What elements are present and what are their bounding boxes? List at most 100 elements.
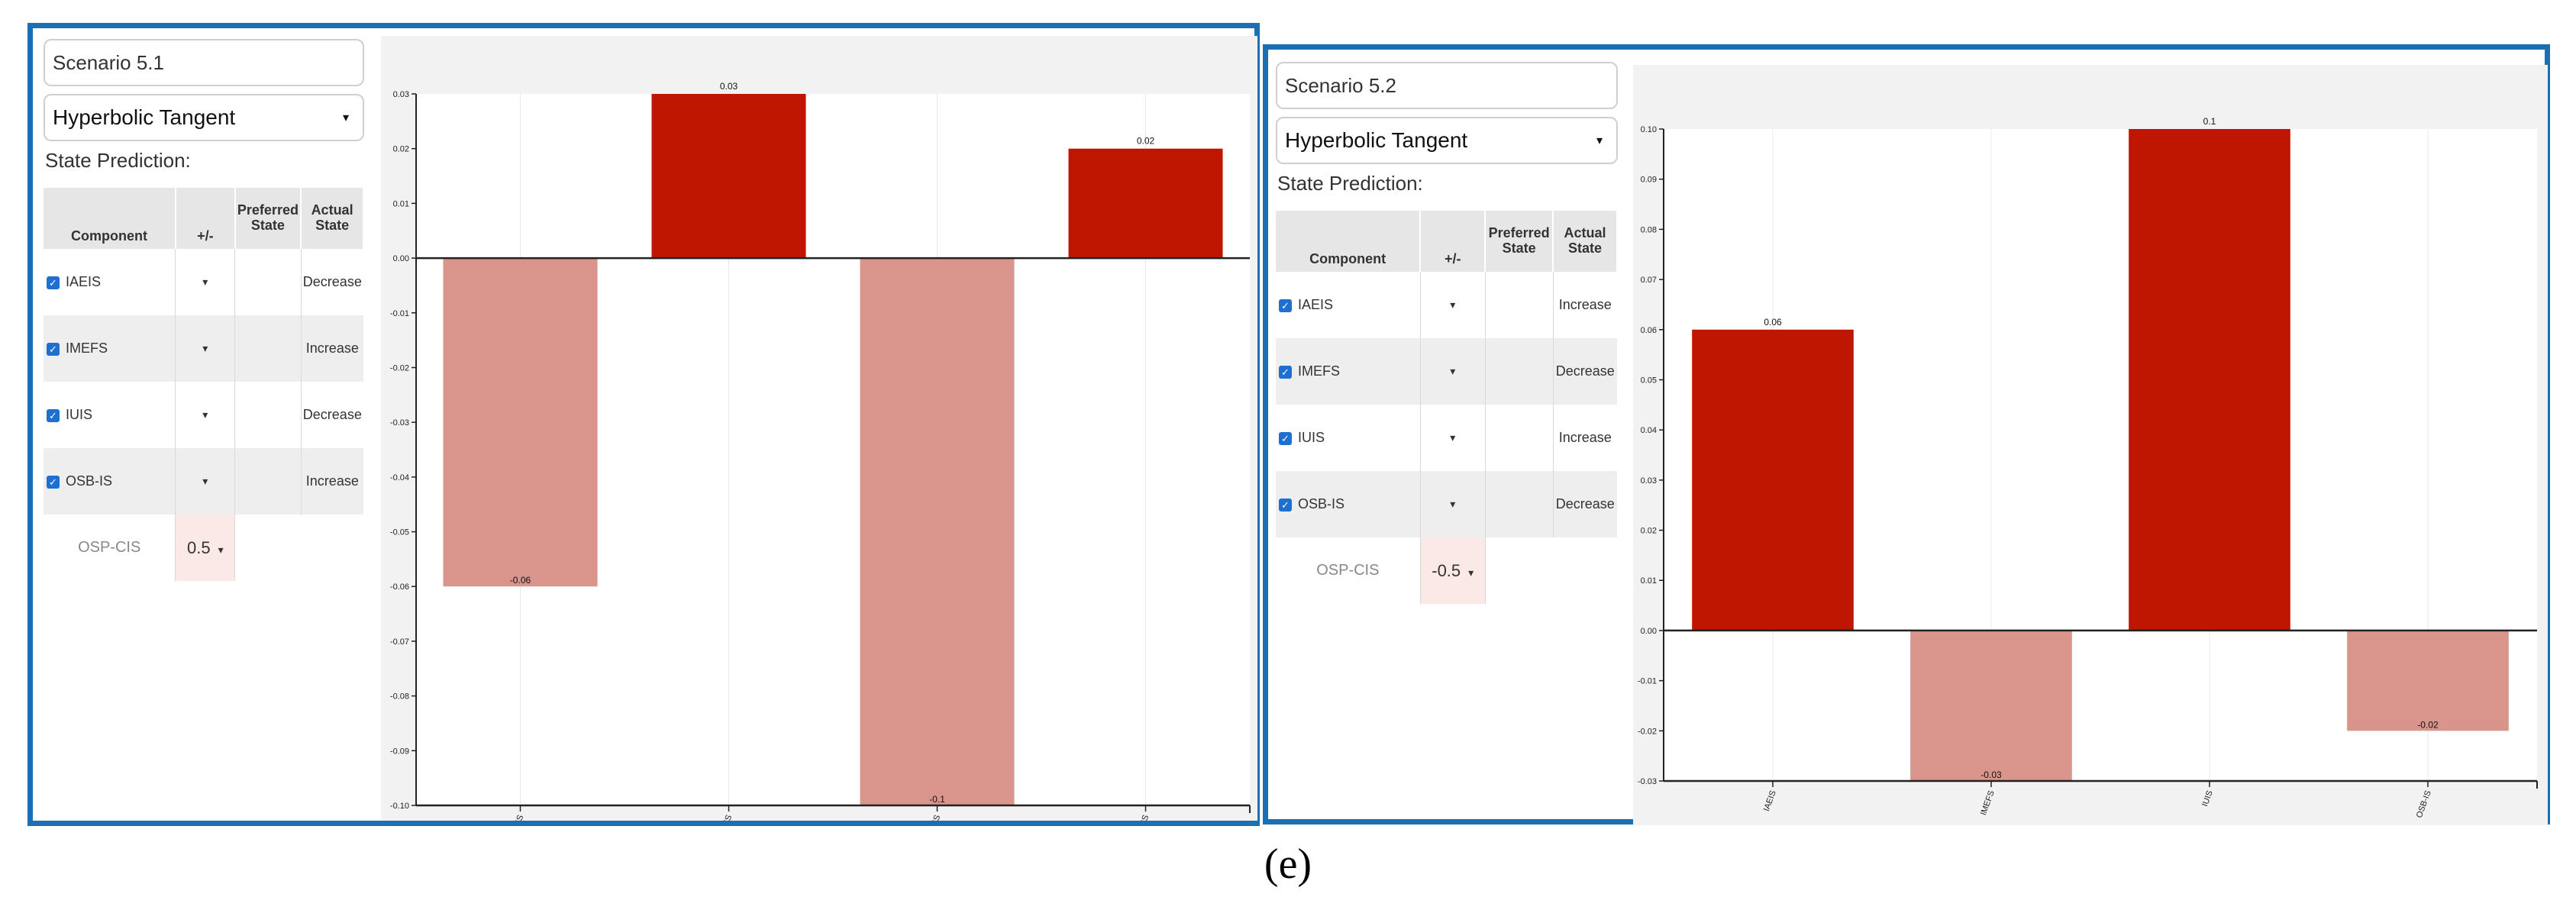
x-tick-label: OSB-IS — [1132, 814, 1151, 821]
column-header-component: Component — [1276, 211, 1422, 272]
state-prediction-table: Component +/- Preferred State Actual State… — [1276, 211, 1618, 604]
data-label: 0.1 — [2203, 116, 2216, 127]
control-sidebar: Scenario 5.2 Hyperbolic Tangent ▾ State … — [1276, 62, 1618, 604]
y-tick-label: 0.00 — [393, 254, 409, 263]
output-component-label: OSP-CIS — [1316, 562, 1380, 579]
checkbox-checked-icon[interactable]: ✓ — [47, 408, 60, 422]
y-tick-label: 0.06 — [1641, 326, 1657, 335]
activation-function-select[interactable]: Hyperbolic Tangent ▾ — [1276, 117, 1618, 164]
preferred-state-cell — [234, 382, 302, 448]
table-row: ✓ IAEIS ▾ Increase — [1276, 272, 1617, 338]
y-tick-label: -0.05 — [390, 528, 409, 537]
scenario-name-input[interactable]: Scenario 5.2 — [1276, 62, 1618, 109]
x-tick-label: IAEIS — [1762, 789, 1778, 813]
x-tick-label: IUIS — [928, 814, 943, 821]
checkbox-checked-icon[interactable]: ✓ — [1279, 498, 1292, 511]
activation-function-select[interactable]: Hyperbolic Tangent ▾ — [44, 94, 364, 141]
chevron-down-icon: ▾ — [1468, 566, 1474, 579]
bar — [1910, 630, 2072, 781]
column-header-preferred-state: Preferred State — [234, 188, 302, 249]
component-label: OSB-IS — [66, 473, 113, 489]
scenario-panel-5-1: Scenario 5.1 Hyperbolic Tangent ▾ State … — [27, 23, 1260, 826]
output-value-select[interactable]: -0.5 ▾ — [1419, 537, 1486, 604]
y-tick-label: 0.02 — [1641, 527, 1657, 536]
x-tick-label: IMEFS — [1979, 789, 1997, 817]
output-component-label: OSP-CIS — [78, 539, 141, 556]
bar-chart-area: 0.03 0.02 0.01 0.00 -0.01 -0.02 -0.03 -0.04 -0.0… — [381, 36, 1257, 821]
column-header-plus-minus: +/- — [1420, 211, 1487, 272]
y-tick-label: 0.10 — [1641, 125, 1657, 134]
bar — [1692, 329, 1854, 631]
bar-chart: 0.10 0.09 0.08 0.07 0.06 0.05 0.04 0.03 0.02 0.01… — [1638, 116, 2538, 819]
data-label: -0.06 — [510, 575, 531, 586]
column-header-actual-state: Actual State — [1553, 211, 1618, 272]
y-tick-label: -0.01 — [390, 309, 409, 318]
direction-select[interactable]: ▾ — [1419, 338, 1486, 405]
checkbox-checked-icon[interactable]: ✓ — [1279, 298, 1292, 312]
preferred-state-cell — [1484, 272, 1554, 338]
bar — [443, 258, 598, 587]
y-tick-label: 0.03 — [393, 90, 409, 99]
column-header-actual-state: Actual State — [301, 188, 364, 249]
checkbox-checked-icon[interactable]: ✓ — [47, 342, 60, 356]
y-tick-label: 0.07 — [1641, 276, 1657, 285]
preferred-state-cell — [1484, 338, 1554, 405]
scenario-panel-5-2: Scenario 5.2 Hyperbolic Tangent ▾ State … — [1263, 44, 2550, 825]
direction-select[interactable]: ▾ — [175, 315, 235, 382]
x-tick-label: IMEFS — [717, 814, 734, 821]
data-label: -0.02 — [2417, 719, 2439, 730]
y-tick-label: 0.09 — [1641, 176, 1657, 185]
bar-chart: 0.03 0.02 0.01 0.00 -0.01 -0.02 -0.03 -0.04 -0.0… — [390, 81, 1251, 821]
component-label: IUIS — [1298, 430, 1325, 445]
y-tick-label: -0.02 — [390, 363, 409, 373]
actual-state-value: Decrease — [1552, 338, 1617, 405]
activation-function-value: Hyperbolic Tangent — [1285, 128, 1468, 152]
data-label: -0.1 — [929, 794, 945, 805]
column-header-preferred-state: Preferred State — [1485, 211, 1554, 272]
direction-select[interactable]: ▾ — [175, 382, 235, 448]
y-tick-label: 0.01 — [1641, 576, 1657, 586]
state-prediction-label: State Prediction: — [1277, 172, 1423, 195]
x-tick-label: OSB-IS — [2415, 789, 2433, 819]
table-row: OSP-CIS 0.5 ▾ — [44, 515, 363, 581]
checkbox-checked-icon[interactable]: ✓ — [47, 276, 60, 289]
scenario-name-input[interactable]: Scenario 5.1 — [44, 39, 364, 86]
y-tick-label: 0.05 — [1641, 376, 1657, 385]
checkbox-checked-icon[interactable]: ✓ — [47, 475, 60, 489]
state-prediction-table: Component +/- Preferred State Actual State… — [44, 188, 364, 581]
component-label: IMEFS — [1298, 363, 1341, 379]
direction-select[interactable]: ▾ — [175, 249, 235, 315]
actual-state-value: Increase — [1552, 272, 1617, 338]
chevron-down-icon: ▾ — [218, 543, 224, 556]
table-row: ✓ OSB-IS ▾ Decrease — [1276, 471, 1617, 537]
y-tick-label: -0.09 — [390, 747, 409, 756]
y-tick-label: -0.02 — [1638, 727, 1657, 736]
data-label: 0.03 — [720, 81, 738, 92]
direction-select[interactable]: ▾ — [1419, 405, 1486, 471]
direction-select[interactable]: ▾ — [175, 448, 235, 515]
preferred-state-cell — [1484, 471, 1554, 537]
output-value-select[interactable]: 0.5 ▾ — [175, 515, 235, 581]
direction-select[interactable]: ▾ — [1419, 272, 1486, 338]
bar — [1068, 148, 1223, 259]
bar — [651, 94, 806, 259]
y-tick-label: 0.01 — [393, 199, 409, 208]
y-tick-label: 0.02 — [393, 145, 409, 154]
table-row: ✓ IMEFS ▾ Decrease — [1276, 338, 1617, 405]
preferred-state-cell — [1484, 405, 1554, 471]
component-label: IMEFS — [66, 340, 108, 356]
preferred-state-cell — [234, 315, 302, 382]
bar-chart-area: 0.10 0.09 0.08 0.07 0.06 0.05 0.04 0.03 0.02 0.01… — [1633, 65, 2548, 825]
preferred-state-cell — [1484, 537, 1554, 604]
bar — [2129, 129, 2290, 631]
table-row: ✓ OSB-IS ▾ Increase — [44, 448, 363, 515]
checkbox-checked-icon[interactable]: ✓ — [1279, 365, 1292, 379]
direction-select[interactable]: ▾ — [1419, 471, 1486, 537]
checkbox-checked-icon[interactable]: ✓ — [1279, 431, 1292, 445]
preferred-state-cell — [234, 515, 302, 581]
y-tick-label: -0.08 — [390, 692, 409, 702]
bar — [2347, 630, 2509, 731]
actual-state-value: Increase — [300, 315, 363, 382]
activation-function-value: Hyperbolic Tangent — [53, 105, 236, 129]
state-prediction-label: State Prediction: — [45, 149, 191, 172]
